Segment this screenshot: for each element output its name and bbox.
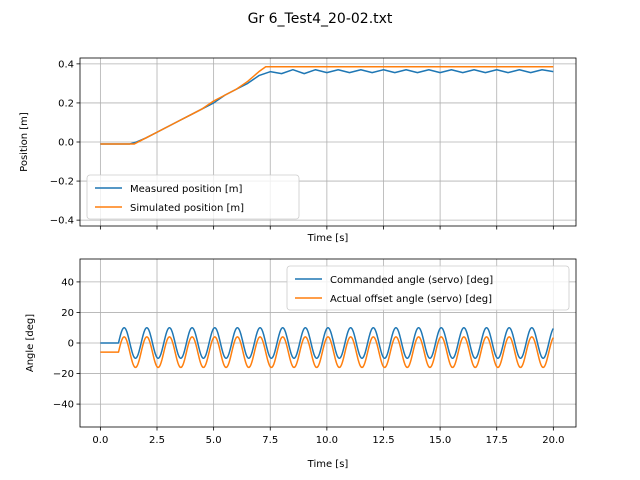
position-series-line-2: [100, 66, 554, 145]
angle-xlabel: Time [s]: [307, 459, 349, 470]
position-ytick-label: −0.2: [50, 177, 74, 188]
angle-xtick-label: 10.0: [316, 435, 338, 446]
position-ytick-label: 0.4: [58, 59, 74, 70]
position-legend-label: Simulated position [m]: [130, 203, 244, 214]
position-legend-label: Measured position [m]: [130, 184, 242, 195]
position-legend-box: [86, 174, 300, 220]
figure-title: Gr 6_Test4_20-02.txt: [248, 11, 393, 27]
angle-ytick-label: −40: [53, 400, 74, 411]
position-legend: Measured position [m] Simulated position …: [86, 174, 300, 220]
angle-ytick-label: −20: [53, 369, 74, 380]
angle-xtick-label: 2.5: [149, 435, 165, 446]
position-xlabel: Time [s]: [307, 233, 349, 244]
angle-xtick-label: 0.0: [92, 435, 108, 446]
position-ytick-label: 0.0: [58, 138, 74, 149]
angle-legend-label: Commanded angle (servo) [deg]: [330, 275, 493, 286]
position-ticks: −0.4 −0.2 0.0 0.2 0.4: [50, 59, 554, 230]
angle-xtick-label: 7.5: [262, 435, 278, 446]
angle-legend: Commanded angle (servo) [deg] Actual offs…: [286, 265, 570, 311]
angle-xtick-label: 12.5: [372, 435, 394, 446]
position-ytick-label: −0.4: [50, 216, 74, 227]
angle-legend-box: [286, 265, 570, 311]
angle-xtick-label: 17.5: [486, 435, 508, 446]
angle-ytick-label: 0: [68, 339, 74, 350]
position-ytick-label: 0.2: [58, 98, 74, 109]
position-lines: [100, 66, 554, 145]
angle-xtick-label: 5.0: [206, 435, 222, 446]
angle-xtick-label: 15.0: [429, 435, 451, 446]
angle-grid: [80, 259, 576, 427]
angle-plot: 0.0 2.5 5.0 7.5 10.0 12.5 15.0 17.5 20.0 −40 −20 0 2…: [25, 258, 577, 470]
angle-ylabel: Angle [deg]: [25, 314, 36, 372]
angle-lines: [100, 327, 554, 369]
angle-series-line-2: [100, 336, 554, 369]
position-plot: −0.4−0.20.00.20.4 Time [s] Position [m] …: [19, 57, 577, 244]
angle-xtick-label: 20.0: [542, 435, 564, 446]
angle-series-line-1: [100, 327, 554, 359]
angle-ticks: 0.0 2.5 5.0 7.5 10.0 12.5 15.0 17.5 20.0 −40 −20 0 2…: [53, 277, 565, 446]
angle-ytick-label: 40: [61, 277, 74, 288]
angle-ytick-label: 20: [61, 308, 74, 319]
position-ylabel: Position [m]: [19, 112, 30, 172]
angle-legend-label: Actual offset angle (servo) [deg]: [330, 294, 492, 305]
